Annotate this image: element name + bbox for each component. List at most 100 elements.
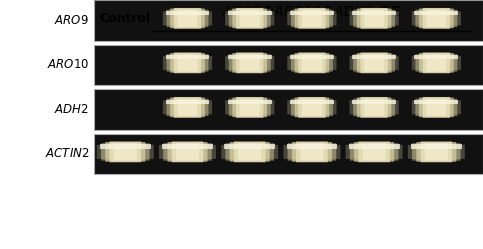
FancyBboxPatch shape (174, 8, 201, 29)
FancyBboxPatch shape (292, 142, 332, 162)
FancyBboxPatch shape (234, 141, 266, 162)
FancyBboxPatch shape (114, 143, 137, 161)
FancyBboxPatch shape (415, 99, 457, 116)
Text: 3: 3 (307, 12, 316, 25)
FancyBboxPatch shape (296, 141, 328, 162)
Text: $\it{ARO9}$&$\it{ARO10}$&$\it{ADH2}$-OE: $\it{ARO9}$&$\it{ARO10}$&$\it{ADH2}$-OE (223, 5, 401, 19)
FancyBboxPatch shape (408, 145, 465, 159)
FancyBboxPatch shape (426, 54, 446, 71)
FancyBboxPatch shape (350, 143, 398, 161)
Bar (414, 11, 458, 15)
Bar (228, 100, 271, 104)
Text: 5: 5 (432, 12, 441, 25)
FancyBboxPatch shape (225, 11, 274, 25)
FancyBboxPatch shape (177, 54, 198, 71)
FancyBboxPatch shape (287, 100, 337, 114)
FancyBboxPatch shape (423, 97, 450, 118)
Text: $\it{ARO10}$: $\it{ARO10}$ (47, 59, 89, 71)
FancyBboxPatch shape (97, 145, 154, 159)
Bar (352, 56, 396, 60)
Text: 2: 2 (245, 12, 254, 25)
Text: $\it{ARO9}$: $\it{ARO9}$ (55, 14, 89, 27)
FancyBboxPatch shape (360, 97, 388, 118)
FancyBboxPatch shape (357, 53, 391, 73)
FancyBboxPatch shape (426, 99, 446, 116)
Bar (228, 11, 271, 15)
Bar (352, 100, 396, 104)
FancyBboxPatch shape (238, 143, 261, 161)
FancyBboxPatch shape (302, 54, 322, 71)
FancyBboxPatch shape (295, 53, 329, 73)
FancyBboxPatch shape (412, 100, 461, 114)
FancyBboxPatch shape (163, 11, 212, 25)
FancyBboxPatch shape (176, 143, 199, 161)
Bar (94, 89, 483, 130)
FancyBboxPatch shape (412, 56, 461, 70)
Bar (94, 0, 483, 41)
FancyBboxPatch shape (171, 141, 203, 162)
FancyBboxPatch shape (298, 97, 326, 118)
FancyBboxPatch shape (300, 143, 324, 161)
FancyBboxPatch shape (425, 143, 448, 161)
FancyBboxPatch shape (421, 141, 452, 162)
FancyBboxPatch shape (288, 143, 336, 161)
Bar (290, 100, 334, 104)
FancyBboxPatch shape (236, 8, 263, 29)
FancyBboxPatch shape (174, 53, 201, 73)
FancyBboxPatch shape (302, 10, 322, 27)
Bar (162, 144, 213, 148)
FancyBboxPatch shape (232, 98, 267, 117)
FancyBboxPatch shape (360, 53, 388, 73)
Bar (411, 144, 462, 148)
FancyBboxPatch shape (163, 143, 212, 161)
Text: 4: 4 (369, 12, 379, 25)
FancyBboxPatch shape (412, 143, 461, 161)
FancyBboxPatch shape (284, 145, 341, 159)
Bar (414, 100, 458, 104)
FancyBboxPatch shape (357, 8, 391, 28)
FancyBboxPatch shape (295, 98, 329, 117)
Bar (94, 45, 483, 85)
FancyBboxPatch shape (360, 8, 388, 29)
FancyBboxPatch shape (229, 99, 270, 116)
FancyBboxPatch shape (295, 8, 329, 28)
FancyBboxPatch shape (350, 100, 399, 114)
Bar (166, 56, 209, 60)
FancyBboxPatch shape (291, 99, 333, 116)
Bar (352, 11, 396, 15)
FancyBboxPatch shape (426, 10, 446, 27)
Bar (286, 144, 337, 148)
FancyBboxPatch shape (163, 100, 212, 114)
FancyBboxPatch shape (221, 145, 278, 159)
FancyBboxPatch shape (110, 141, 141, 162)
FancyBboxPatch shape (354, 142, 394, 162)
Bar (94, 133, 483, 174)
FancyBboxPatch shape (168, 142, 208, 162)
Bar (290, 56, 334, 60)
FancyBboxPatch shape (291, 54, 333, 71)
FancyBboxPatch shape (353, 10, 395, 27)
FancyBboxPatch shape (364, 99, 384, 116)
FancyBboxPatch shape (167, 10, 209, 27)
Bar (224, 144, 275, 148)
FancyBboxPatch shape (240, 99, 260, 116)
Bar (100, 144, 151, 148)
FancyBboxPatch shape (225, 100, 274, 114)
FancyBboxPatch shape (170, 8, 205, 28)
FancyBboxPatch shape (229, 10, 270, 27)
FancyBboxPatch shape (350, 56, 399, 70)
FancyBboxPatch shape (298, 8, 326, 29)
FancyBboxPatch shape (419, 8, 454, 28)
FancyBboxPatch shape (364, 10, 384, 27)
FancyBboxPatch shape (230, 142, 270, 162)
FancyBboxPatch shape (363, 143, 386, 161)
Bar (228, 56, 271, 60)
FancyBboxPatch shape (357, 98, 391, 117)
FancyBboxPatch shape (167, 99, 209, 116)
FancyBboxPatch shape (167, 54, 209, 71)
Bar (166, 100, 209, 104)
FancyBboxPatch shape (353, 54, 395, 71)
FancyBboxPatch shape (232, 53, 267, 73)
Text: Control: Control (99, 12, 151, 25)
FancyBboxPatch shape (346, 145, 403, 159)
